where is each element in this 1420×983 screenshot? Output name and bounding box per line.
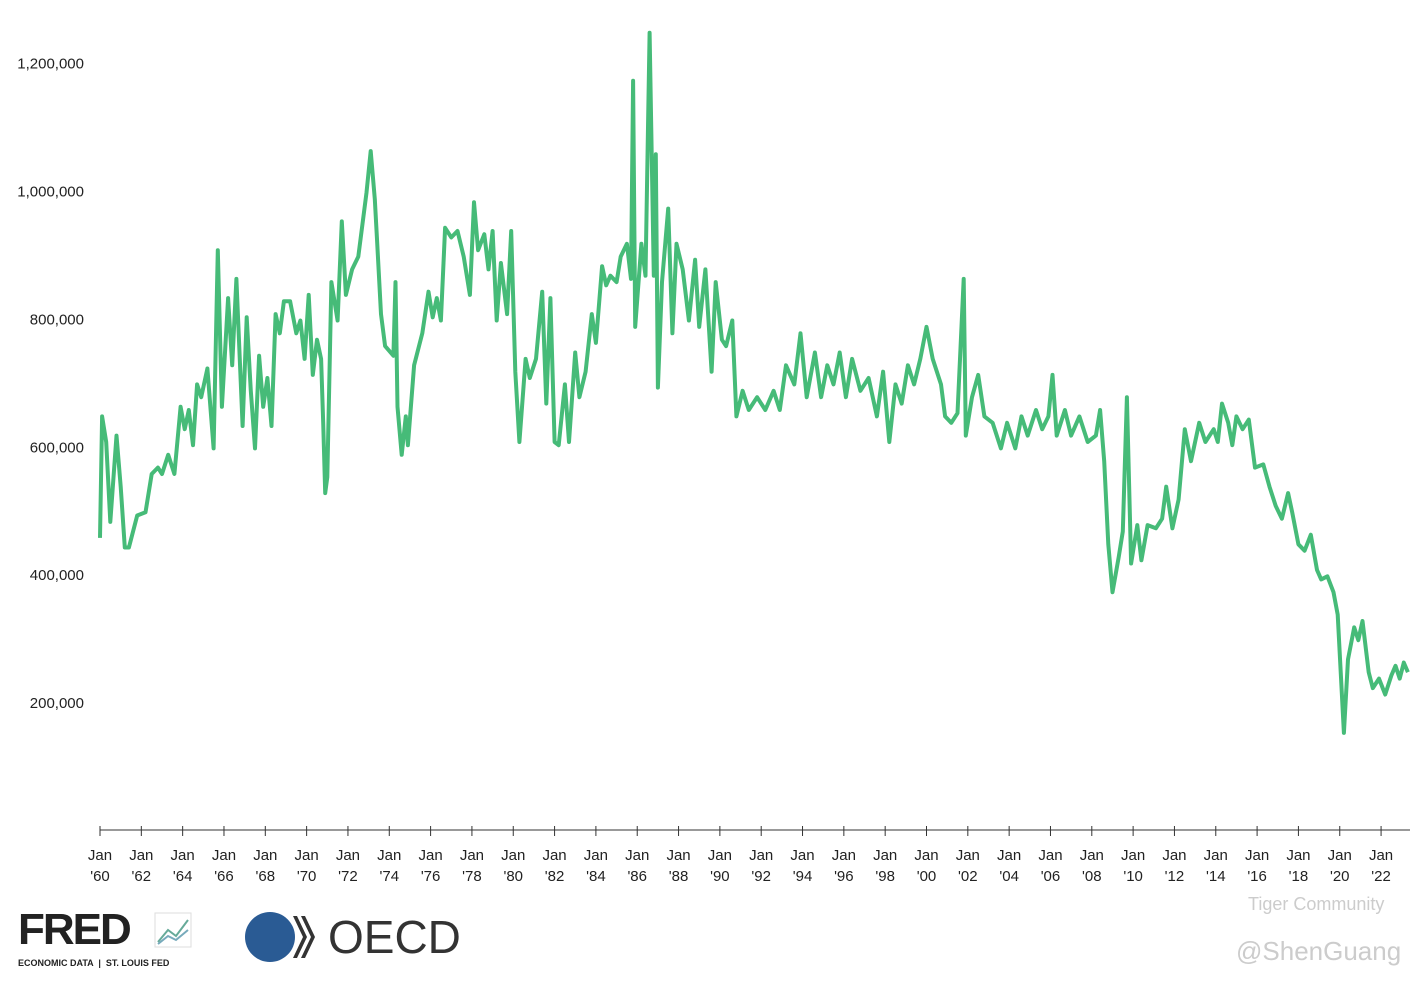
fred-icon: [154, 912, 192, 948]
x-tick-label: Jan '98: [873, 847, 898, 885]
x-tick-label: Jan '68: [253, 847, 278, 885]
x-tick-label: Jan '82: [542, 847, 567, 885]
x-tick-label: Jan '86: [625, 847, 650, 885]
x-tick-label: Jan '10: [1121, 847, 1146, 885]
x-tick-label: Jan '92: [749, 847, 774, 885]
x-tick-label: Jan '20: [1327, 847, 1352, 885]
x-tick-label: Jan '80: [501, 847, 526, 885]
fred-logo: FRED: [18, 905, 132, 954]
x-tick-label: Jan '60: [87, 847, 113, 885]
x-tick-label: Jan '02: [955, 847, 980, 885]
oecd-logo: OECD: [328, 911, 461, 963]
watermark: Tiger Community: [1248, 894, 1385, 914]
x-tick-label: Jan '66: [211, 847, 237, 885]
x-tick-label: Jan '04: [997, 847, 1022, 885]
x-tick-label: Jan '12: [1162, 847, 1187, 885]
x-tick-label: Jan '78: [459, 847, 485, 885]
y-tick-label: 400,000: [30, 567, 84, 584]
x-tick-label: Jan '74: [377, 847, 402, 885]
x-tick-label: Jan '22: [1368, 847, 1394, 885]
x-tick-label: Jan '84: [583, 847, 608, 885]
y-tick-label: 200,000: [30, 695, 84, 712]
x-tick-label: Jan '90: [707, 847, 732, 885]
x-tick-label: Jan '64: [170, 847, 195, 885]
x-tick-label: Jan '14: [1203, 847, 1228, 885]
x-tick-label: Jan '96: [831, 847, 856, 885]
y-tick-label: 1,000,000: [17, 184, 84, 201]
x-tick-label: Jan '88: [666, 847, 691, 885]
x-tick-label: Jan '08: [1079, 847, 1104, 885]
x-tick-label: Jan '00: [914, 847, 939, 885]
y-tick-label: 1,200,000: [17, 56, 84, 73]
x-tick-label: Jan '94: [790, 847, 815, 885]
data-line: [98, 30, 1410, 735]
oecd-icon: [245, 912, 315, 962]
x-tick-label: Jan '62: [129, 847, 154, 885]
x-tick-label: Jan '06: [1038, 847, 1063, 885]
y-tick-label: 800,000: [30, 311, 84, 328]
x-tick-label: Jan '70: [294, 847, 319, 885]
x-tick-label: Jan '18: [1286, 847, 1311, 885]
x-tick-label: Jan '16: [1245, 847, 1270, 885]
y-tick-label: 600,000: [30, 439, 84, 456]
author: @ShenGuang: [1236, 936, 1402, 966]
fred-subtitle: ECONOMIC DATA | ST. LOUIS FED: [18, 958, 170, 968]
x-tick-label: Jan '76: [418, 847, 443, 885]
x-tick-label: Jan '72: [335, 847, 361, 885]
